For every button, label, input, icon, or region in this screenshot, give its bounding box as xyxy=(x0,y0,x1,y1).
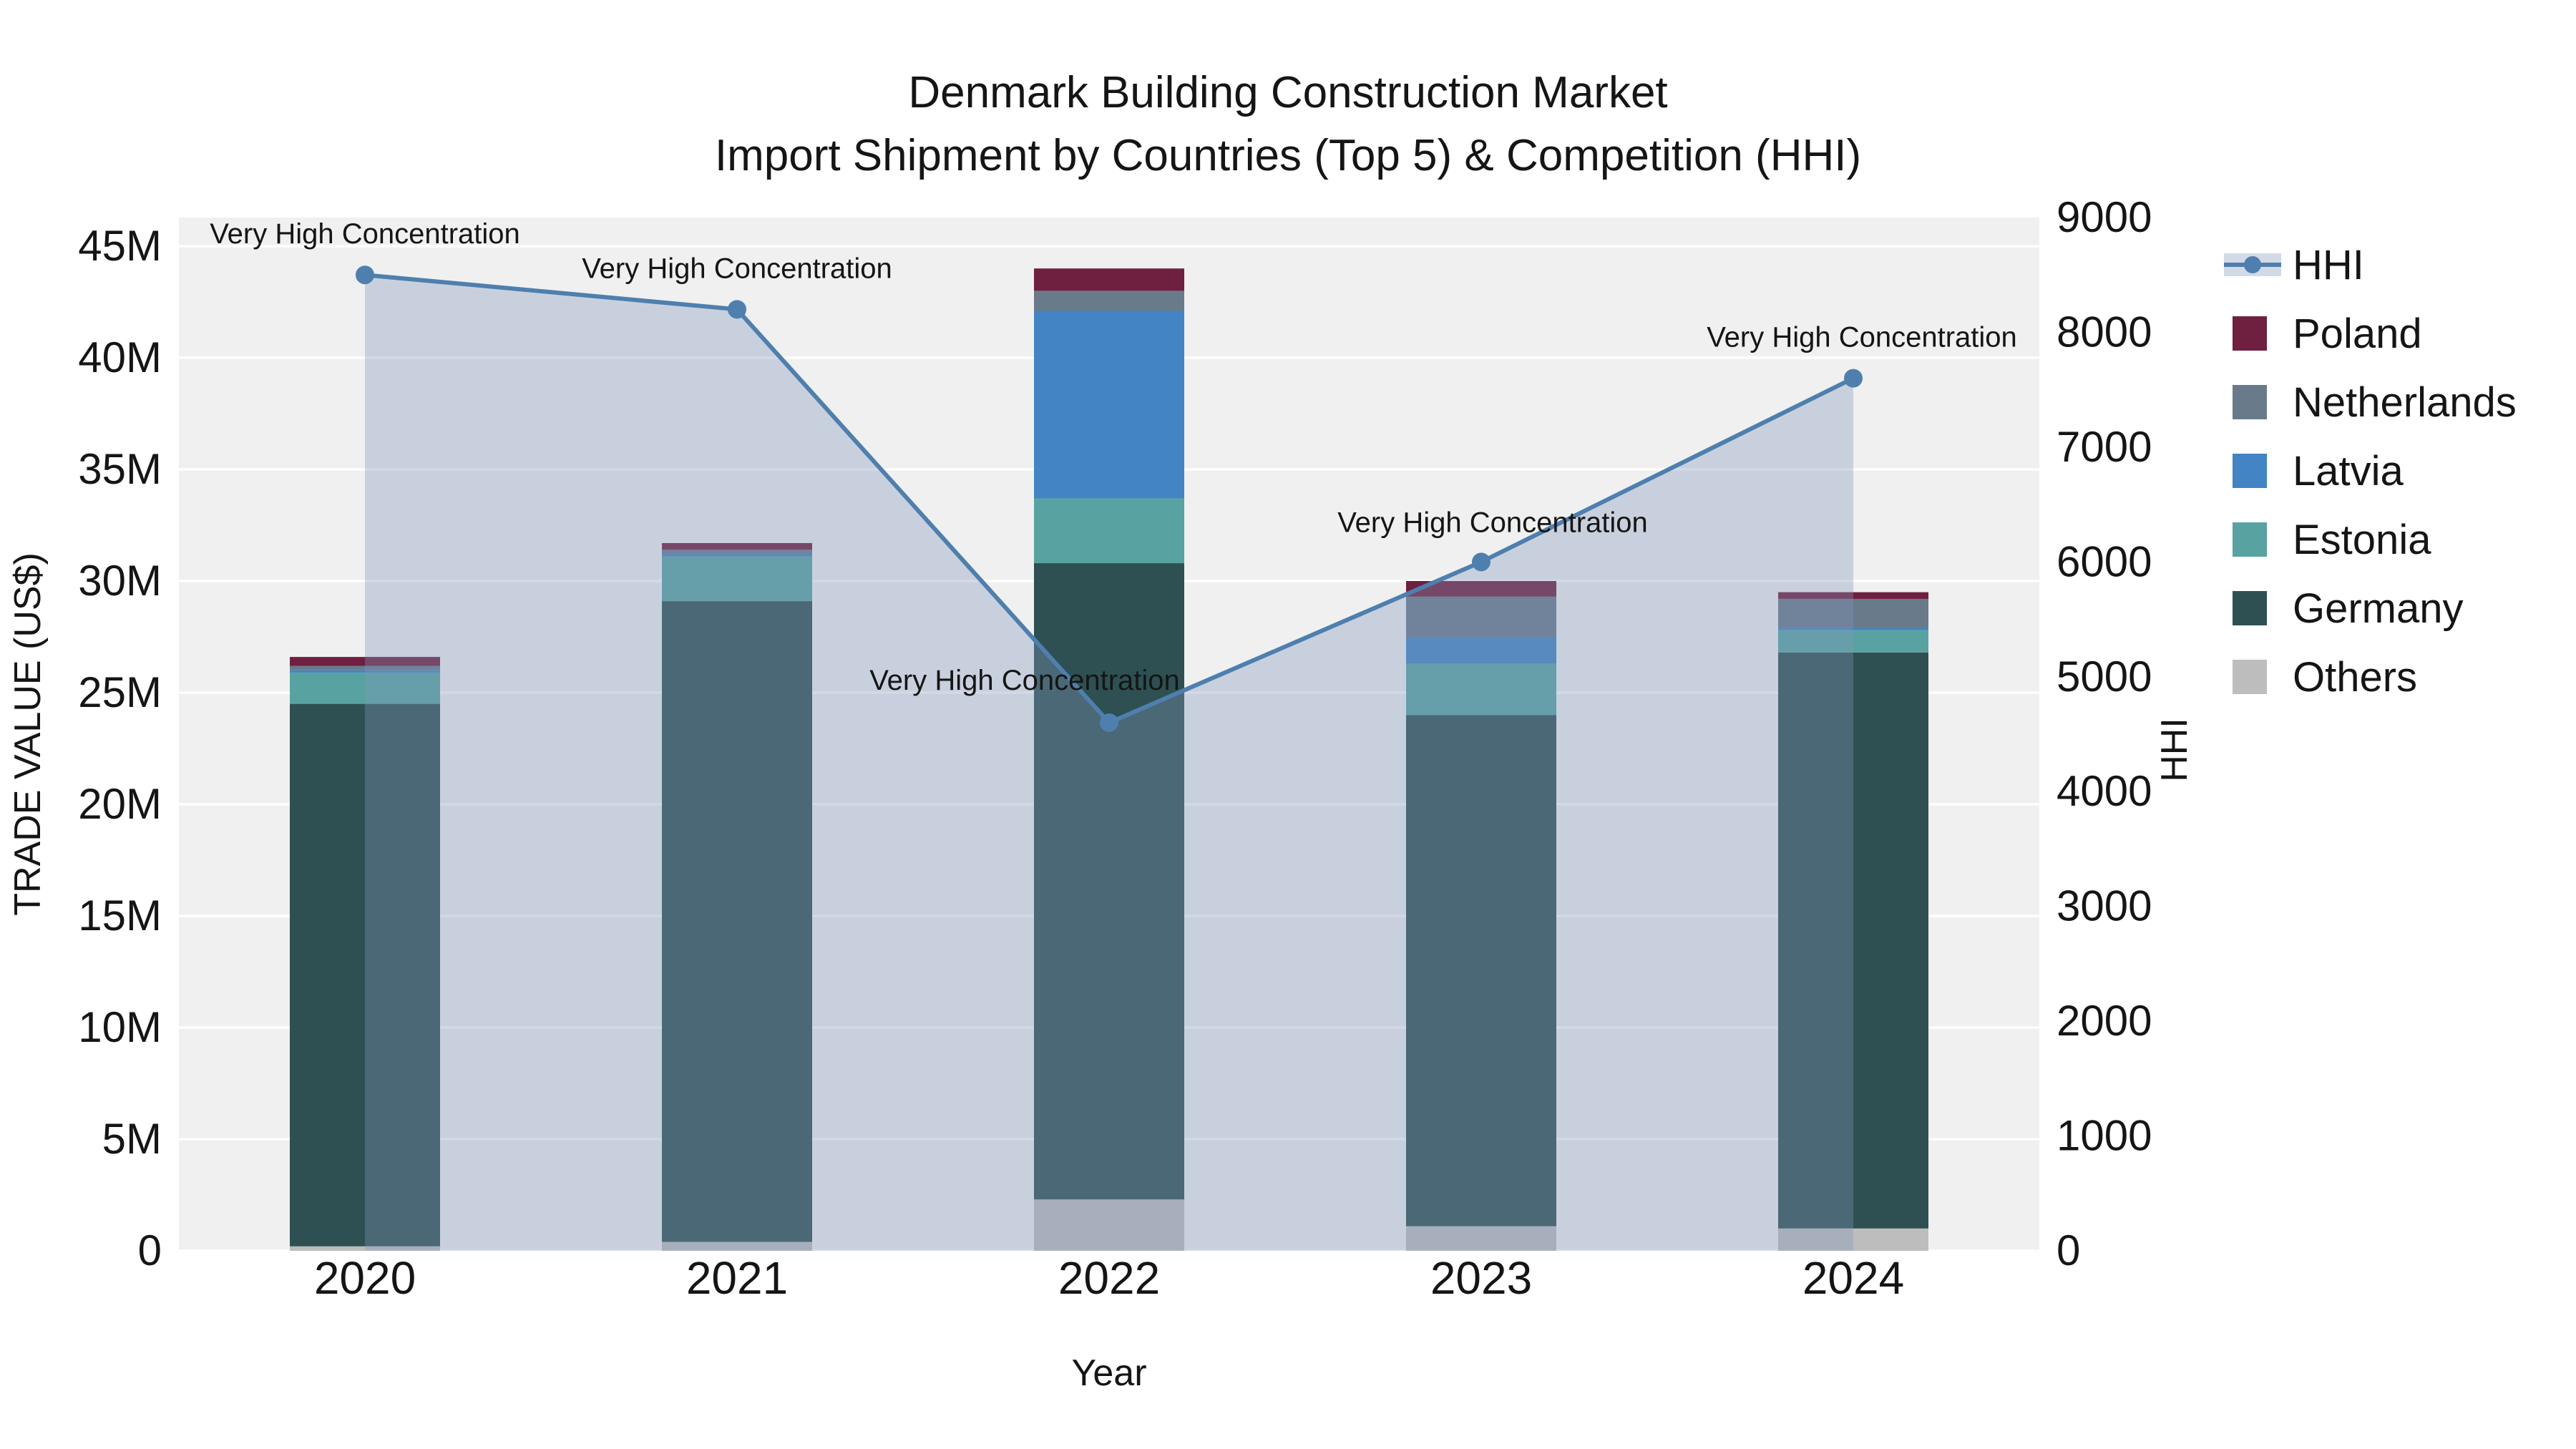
legend-swatch-netherlands xyxy=(2233,385,2267,419)
y-right-tick-label: 8000 xyxy=(2057,308,2152,356)
hhi-marker-2021 xyxy=(728,300,746,319)
hhi-area xyxy=(365,275,1853,1252)
bar-segment-poland-2022 xyxy=(1034,268,1184,291)
annotation-label: Very High Concentration xyxy=(1337,507,1648,538)
y-right-tick-label: 7000 xyxy=(2057,423,2152,471)
bar-segment-latvia-2023 xyxy=(1406,637,1556,664)
legend-item-latvia: Latvia xyxy=(2233,448,2404,494)
y-left-tick-label: 25M xyxy=(78,668,162,716)
hhi-marker-2024 xyxy=(1844,369,1863,388)
legend-item-germany: Germany xyxy=(2233,585,2464,632)
x-axis-title: Year xyxy=(1071,1352,1146,1394)
legend-label-germany: Germany xyxy=(2293,585,2464,632)
legend-label-estonia: Estonia xyxy=(2293,517,2431,563)
bar-segment-latvia-2024 xyxy=(1778,628,1928,630)
bar-segment-germany-2020 xyxy=(290,703,440,1246)
bar-segment-latvia-2021 xyxy=(662,554,812,557)
legend-item-poland: Poland xyxy=(2233,311,2422,357)
bar-segment-latvia-2020 xyxy=(290,670,440,673)
bar-segment-others-2021 xyxy=(662,1241,812,1251)
legend-item-estonia: Estonia xyxy=(2233,517,2431,563)
bar-segment-germany-2023 xyxy=(1406,715,1556,1226)
annotation-label: Very High Concentration xyxy=(210,218,520,250)
y-right-tick-label: 1000 xyxy=(2057,1112,2152,1160)
bar-segment-germany-2024 xyxy=(1778,652,1928,1229)
bar-segment-others-2024 xyxy=(1778,1228,1928,1251)
legend: HHI Poland Netherlands Latvia Estonia Germany… xyxy=(2224,242,2517,701)
y-left-tick-label: 0 xyxy=(138,1226,162,1274)
bar-segment-estonia-2021 xyxy=(662,556,812,602)
x-tick-label: 2021 xyxy=(686,1252,788,1304)
legend-swatch-others xyxy=(2233,660,2267,694)
x-tick-label: 2024 xyxy=(1802,1252,1904,1304)
bar-segment-estonia-2020 xyxy=(290,672,440,704)
bar-segment-others-2020 xyxy=(290,1246,440,1251)
y-right-tick-label: 5000 xyxy=(2057,653,2152,701)
y-right-tick-label: 4000 xyxy=(2057,767,2152,815)
legend-item-others: Others xyxy=(2233,654,2417,701)
legend-label-poland: Poland xyxy=(2293,311,2422,357)
y-right-axis-title: HHI xyxy=(2154,718,2195,782)
axis-ticks: 0 5M 10M 15M 20M 25M 30M 35M 40M 45M 0 1000 2000 3000… xyxy=(78,193,2152,1304)
legend-item-hhi: HHI xyxy=(2224,242,2364,288)
legend-label-netherlands: Netherlands xyxy=(2293,379,2517,426)
bar-segment-estonia-2023 xyxy=(1406,663,1556,716)
bar-segment-poland-2024 xyxy=(1778,592,1928,599)
y-left-tick-label: 5M xyxy=(102,1115,162,1163)
bar-segment-netherlands-2020 xyxy=(290,665,440,670)
chart-title-line2: Import Shipment by Countries (Top 5) & C… xyxy=(715,131,1861,180)
bar-segment-netherlands-2021 xyxy=(662,550,812,555)
y-left-tick-label: 15M xyxy=(78,892,162,940)
bar-segment-estonia-2022 xyxy=(1034,498,1184,564)
legend-hhi-marker xyxy=(2244,256,2261,273)
bar-segment-netherlands-2023 xyxy=(1406,596,1556,637)
bar-segment-netherlands-2022 xyxy=(1034,291,1184,311)
y-left-tick-label: 40M xyxy=(78,333,162,381)
legend-item-netherlands: Netherlands xyxy=(2233,379,2517,426)
hhi-marker-2020 xyxy=(356,265,374,285)
hhi-marker-2023 xyxy=(1472,552,1491,572)
y-left-tick-label: 45M xyxy=(78,222,162,270)
bar-segment-netherlands-2024 xyxy=(1778,598,1928,628)
bar-segment-estonia-2024 xyxy=(1778,630,1928,653)
bar-segment-latvia-2022 xyxy=(1034,311,1184,499)
hhi-line-group xyxy=(356,265,1863,732)
y-right-tick-label: 2000 xyxy=(2057,997,2152,1045)
annotation-label: Very High Concentration xyxy=(869,665,1180,696)
legend-swatch-germany xyxy=(2233,591,2267,625)
legend-swatch-estonia xyxy=(2233,522,2267,557)
annotation-label: Very High Concentration xyxy=(1707,322,2017,353)
y-right-tick-label: 0 xyxy=(2057,1226,2080,1274)
y-left-tick-label: 20M xyxy=(78,780,162,828)
y-left-axis-title: TRADE VALUE (US$) xyxy=(7,552,49,916)
x-tick-label: 2023 xyxy=(1430,1252,1532,1304)
y-right-tick-label: 6000 xyxy=(2057,537,2152,585)
bar-segment-poland-2020 xyxy=(290,657,440,666)
bar-segment-others-2023 xyxy=(1406,1226,1556,1251)
legend-label-hhi: HHI xyxy=(2293,242,2364,288)
legend-swatch-latvia xyxy=(2233,454,2267,488)
legend-label-others: Others xyxy=(2293,654,2417,701)
y-left-tick-label: 30M xyxy=(78,557,162,605)
bar-segment-poland-2021 xyxy=(662,542,812,550)
bar-segment-germany-2021 xyxy=(662,601,812,1242)
chart-title-line1: Denmark Building Construction Market xyxy=(908,68,1667,117)
x-tick-label: 2020 xyxy=(314,1252,416,1304)
hhi-marker-2022 xyxy=(1100,713,1118,732)
y-right-tick-label: 9000 xyxy=(2057,193,2152,241)
bar-segment-others-2022 xyxy=(1034,1199,1184,1251)
legend-swatch-poland xyxy=(2233,316,2267,351)
hhi-area-fill xyxy=(365,275,1853,1252)
legend-label-latvia: Latvia xyxy=(2293,448,2404,494)
annotations: Very High Concentration Very High Concent… xyxy=(210,218,2017,696)
y-left-tick-label: 35M xyxy=(78,445,162,493)
y-right-tick-label: 3000 xyxy=(2057,882,2152,930)
annotation-label: Very High Concentration xyxy=(582,253,892,284)
y-left-tick-label: 10M xyxy=(78,1003,162,1051)
x-tick-label: 2022 xyxy=(1058,1252,1160,1304)
bar-segment-poland-2023 xyxy=(1406,581,1556,597)
